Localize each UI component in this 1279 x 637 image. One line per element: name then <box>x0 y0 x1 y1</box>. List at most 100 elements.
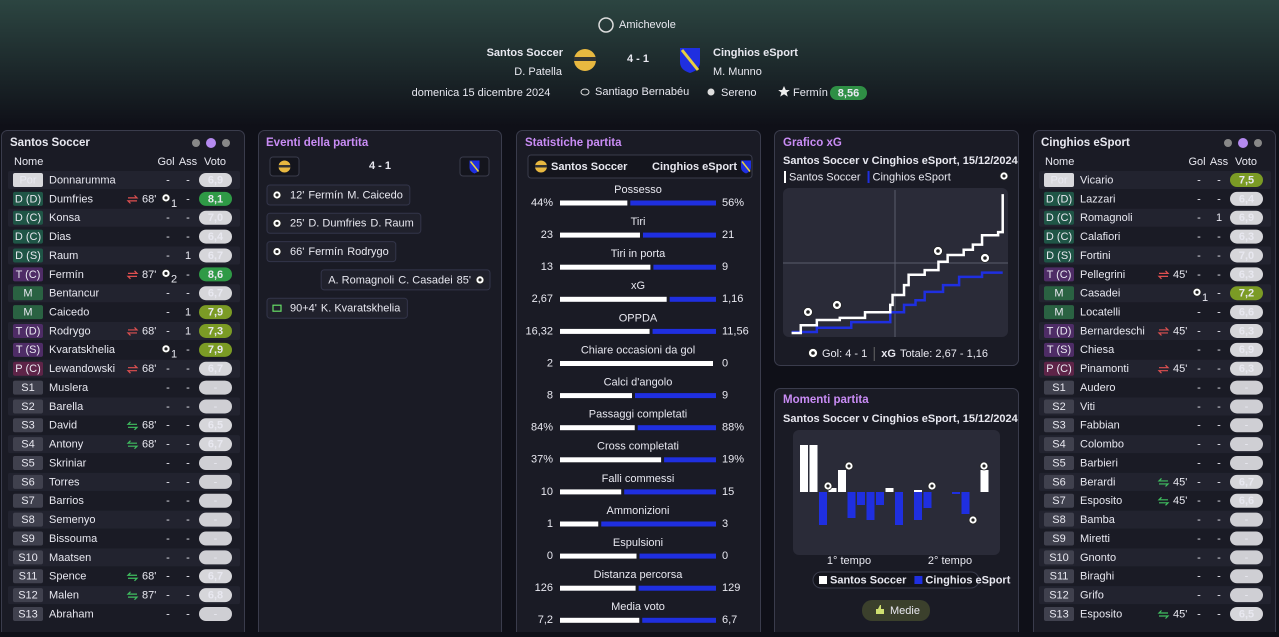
player-name: Biraghi <box>1080 571 1114 583</box>
player-name: Viti <box>1080 401 1095 413</box>
assists: - <box>1217 476 1221 488</box>
assists: - <box>186 212 190 224</box>
column-header: Ass <box>1210 156 1229 168</box>
goals: - <box>1197 533 1201 545</box>
goals: - <box>166 608 170 620</box>
position-badge <box>13 418 43 433</box>
momentum-bar <box>847 492 856 518</box>
rating-pill <box>1230 607 1263 622</box>
goals: - <box>166 457 170 469</box>
stat-bar-away <box>637 425 716 431</box>
event-bg <box>266 297 408 319</box>
player-name: Caicedo <box>49 306 89 318</box>
rating: - <box>214 457 218 469</box>
sub-minute: 45' <box>1173 363 1187 375</box>
position-badge <box>13 342 43 357</box>
averages-button[interactable]: Medie <box>862 600 930 621</box>
position: Por <box>1050 174 1067 186</box>
event-player: C. Casadei <box>398 274 452 286</box>
rating-pill <box>199 437 232 452</box>
stat-bar-home <box>560 617 640 623</box>
position-badge <box>13 588 43 603</box>
position-badge <box>1044 607 1074 622</box>
goals: - <box>166 325 170 337</box>
player-name: Torres <box>49 476 80 488</box>
stats-home-team: Santos Soccer <box>551 161 628 173</box>
rating-pill <box>1230 493 1263 508</box>
stat-label: OPPDA <box>619 312 658 324</box>
player-name: David <box>49 420 77 432</box>
rating: 6,9 <box>1239 212 1254 224</box>
stat-away: 21 <box>722 229 734 241</box>
rating: - <box>1245 439 1249 451</box>
ball-patch <box>847 464 851 468</box>
sub-minute: 45' <box>1173 476 1187 488</box>
sub-minute: 68' <box>142 420 156 432</box>
goals: - <box>1197 269 1201 281</box>
stat-label: Chiare occasioni da gol <box>581 344 695 356</box>
rating: 6,7 <box>208 250 223 262</box>
stat-away: 0 <box>722 357 728 369</box>
legend-swatch <box>784 171 786 183</box>
stat-label: Passaggi completati <box>589 409 687 421</box>
column-header: Gol <box>157 156 174 168</box>
position: S7 <box>21 495 34 507</box>
stat-away: 3 <box>722 518 728 530</box>
rating-pill <box>199 399 232 414</box>
away-team: Cinghios eSport <box>713 47 798 59</box>
goals: - <box>1197 457 1201 469</box>
sub-arrow <box>1157 270 1170 280</box>
position: S9 <box>21 533 34 545</box>
position-badge <box>1044 588 1074 603</box>
stat-home: 2 <box>547 357 553 369</box>
position: S12 <box>18 590 38 602</box>
rating: 6,9 <box>208 174 223 186</box>
xg-total: Totale: 2,67 - 1,16 <box>900 348 988 360</box>
ball-patch <box>1195 290 1199 294</box>
goals: - <box>1197 401 1201 413</box>
ball-patch <box>936 249 940 253</box>
ball-patch <box>164 347 168 351</box>
goals: - <box>166 212 170 224</box>
goals: - <box>1197 382 1201 394</box>
stat-home: 37% <box>531 454 553 466</box>
rating: - <box>214 382 218 394</box>
rating: 6,7 <box>208 288 223 300</box>
stat-home: 1 <box>547 518 553 530</box>
position-badge <box>13 210 43 225</box>
position: S13 <box>18 608 38 620</box>
stat-bar-home <box>560 361 713 366</box>
rating-pill <box>199 173 232 187</box>
player-name: Vicario <box>1080 174 1113 186</box>
legend-label: Cinghios eSport <box>925 574 1010 586</box>
stat-bar-away <box>630 200 716 206</box>
rating: 6,5 <box>208 420 223 432</box>
position-badge <box>1044 399 1074 414</box>
rating: - <box>1245 382 1249 394</box>
rating-pill <box>1230 229 1263 244</box>
assists: - <box>1217 306 1221 318</box>
position: T (S) <box>16 344 40 356</box>
weather-icon <box>707 88 715 96</box>
momentum-bar <box>961 492 970 514</box>
position: S1 <box>21 382 34 394</box>
stat-away: 9 <box>722 390 728 402</box>
rating: 7,2 <box>1239 288 1254 300</box>
sub-minute: 68' <box>142 363 156 375</box>
ball-patch <box>930 484 934 488</box>
legend-swatch <box>819 576 827 584</box>
assists: 1 <box>185 306 191 318</box>
chart-subtitle: Santos Soccer v Cinghios eSport, 15/12/2… <box>783 155 1019 167</box>
position: Por <box>19 174 36 186</box>
assists: - <box>1217 420 1221 432</box>
xg-line <box>791 271 1003 334</box>
events-score: 4 - 1 <box>369 160 391 172</box>
stat-bar-away <box>635 393 716 399</box>
player-name: Maatsen <box>49 552 91 564</box>
row-bg <box>8 472 240 491</box>
position-badge <box>1044 286 1074 301</box>
position: M <box>1054 288 1063 300</box>
rating-pill <box>199 588 232 603</box>
sub-minute: 45' <box>1173 495 1187 507</box>
ball-icon <box>1192 287 1202 297</box>
